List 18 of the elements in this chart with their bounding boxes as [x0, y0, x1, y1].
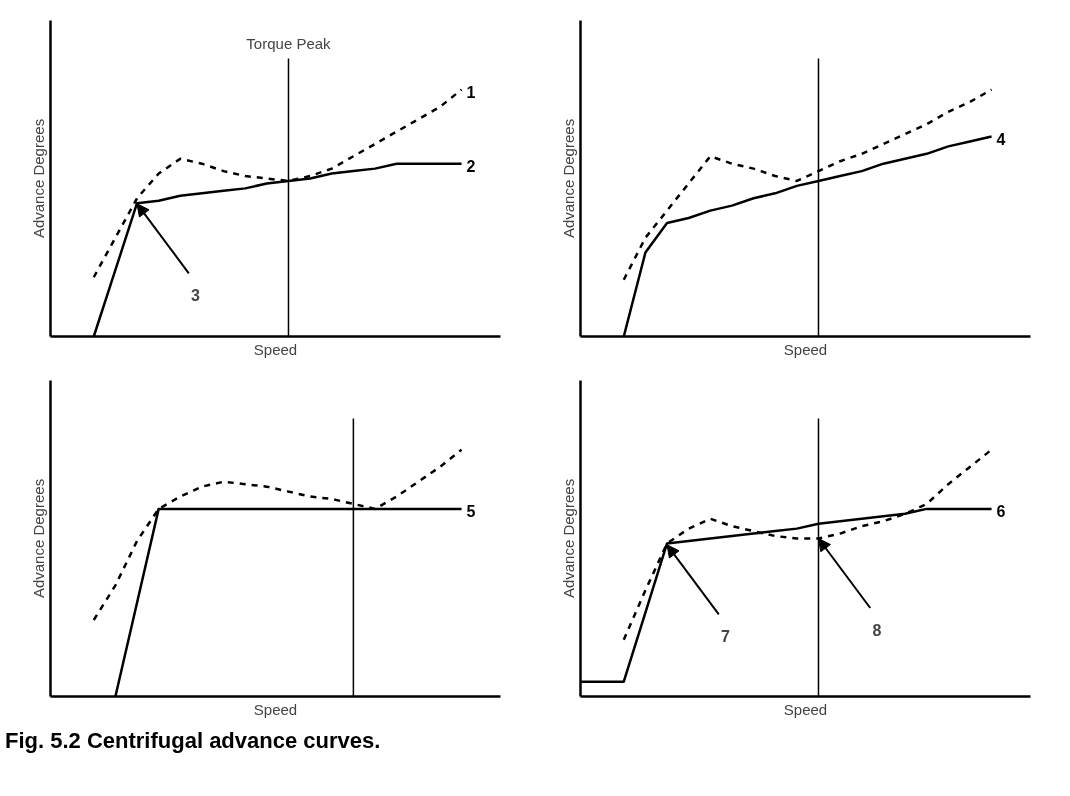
x-axis-title: Speed [783, 340, 828, 358]
series-label: 1 [466, 83, 476, 101]
y-axis-title: Advance Degrees [559, 478, 577, 599]
text: Torque Peak [246, 35, 332, 53]
annotation: 8 [872, 621, 882, 639]
y-axis-title: Advance Degrees [559, 118, 577, 239]
annotation: 3 [191, 287, 201, 305]
series-label: 2 [466, 157, 476, 175]
annotation: 7 [721, 628, 731, 646]
x-axis-title: Speed [253, 700, 298, 718]
series-label: 6 [996, 502, 1006, 520]
caption: Fig. 5.2 Centrifugal advance curves. [5, 728, 381, 753]
x-axis-title: Speed [783, 700, 828, 718]
x-axis-title: Speed [253, 340, 298, 358]
series-label: 5 [466, 502, 476, 520]
y-axis-title: Advance Degrees [29, 118, 47, 239]
y-axis-title: Advance Degrees [29, 478, 47, 599]
series-label: 4 [996, 130, 1006, 148]
